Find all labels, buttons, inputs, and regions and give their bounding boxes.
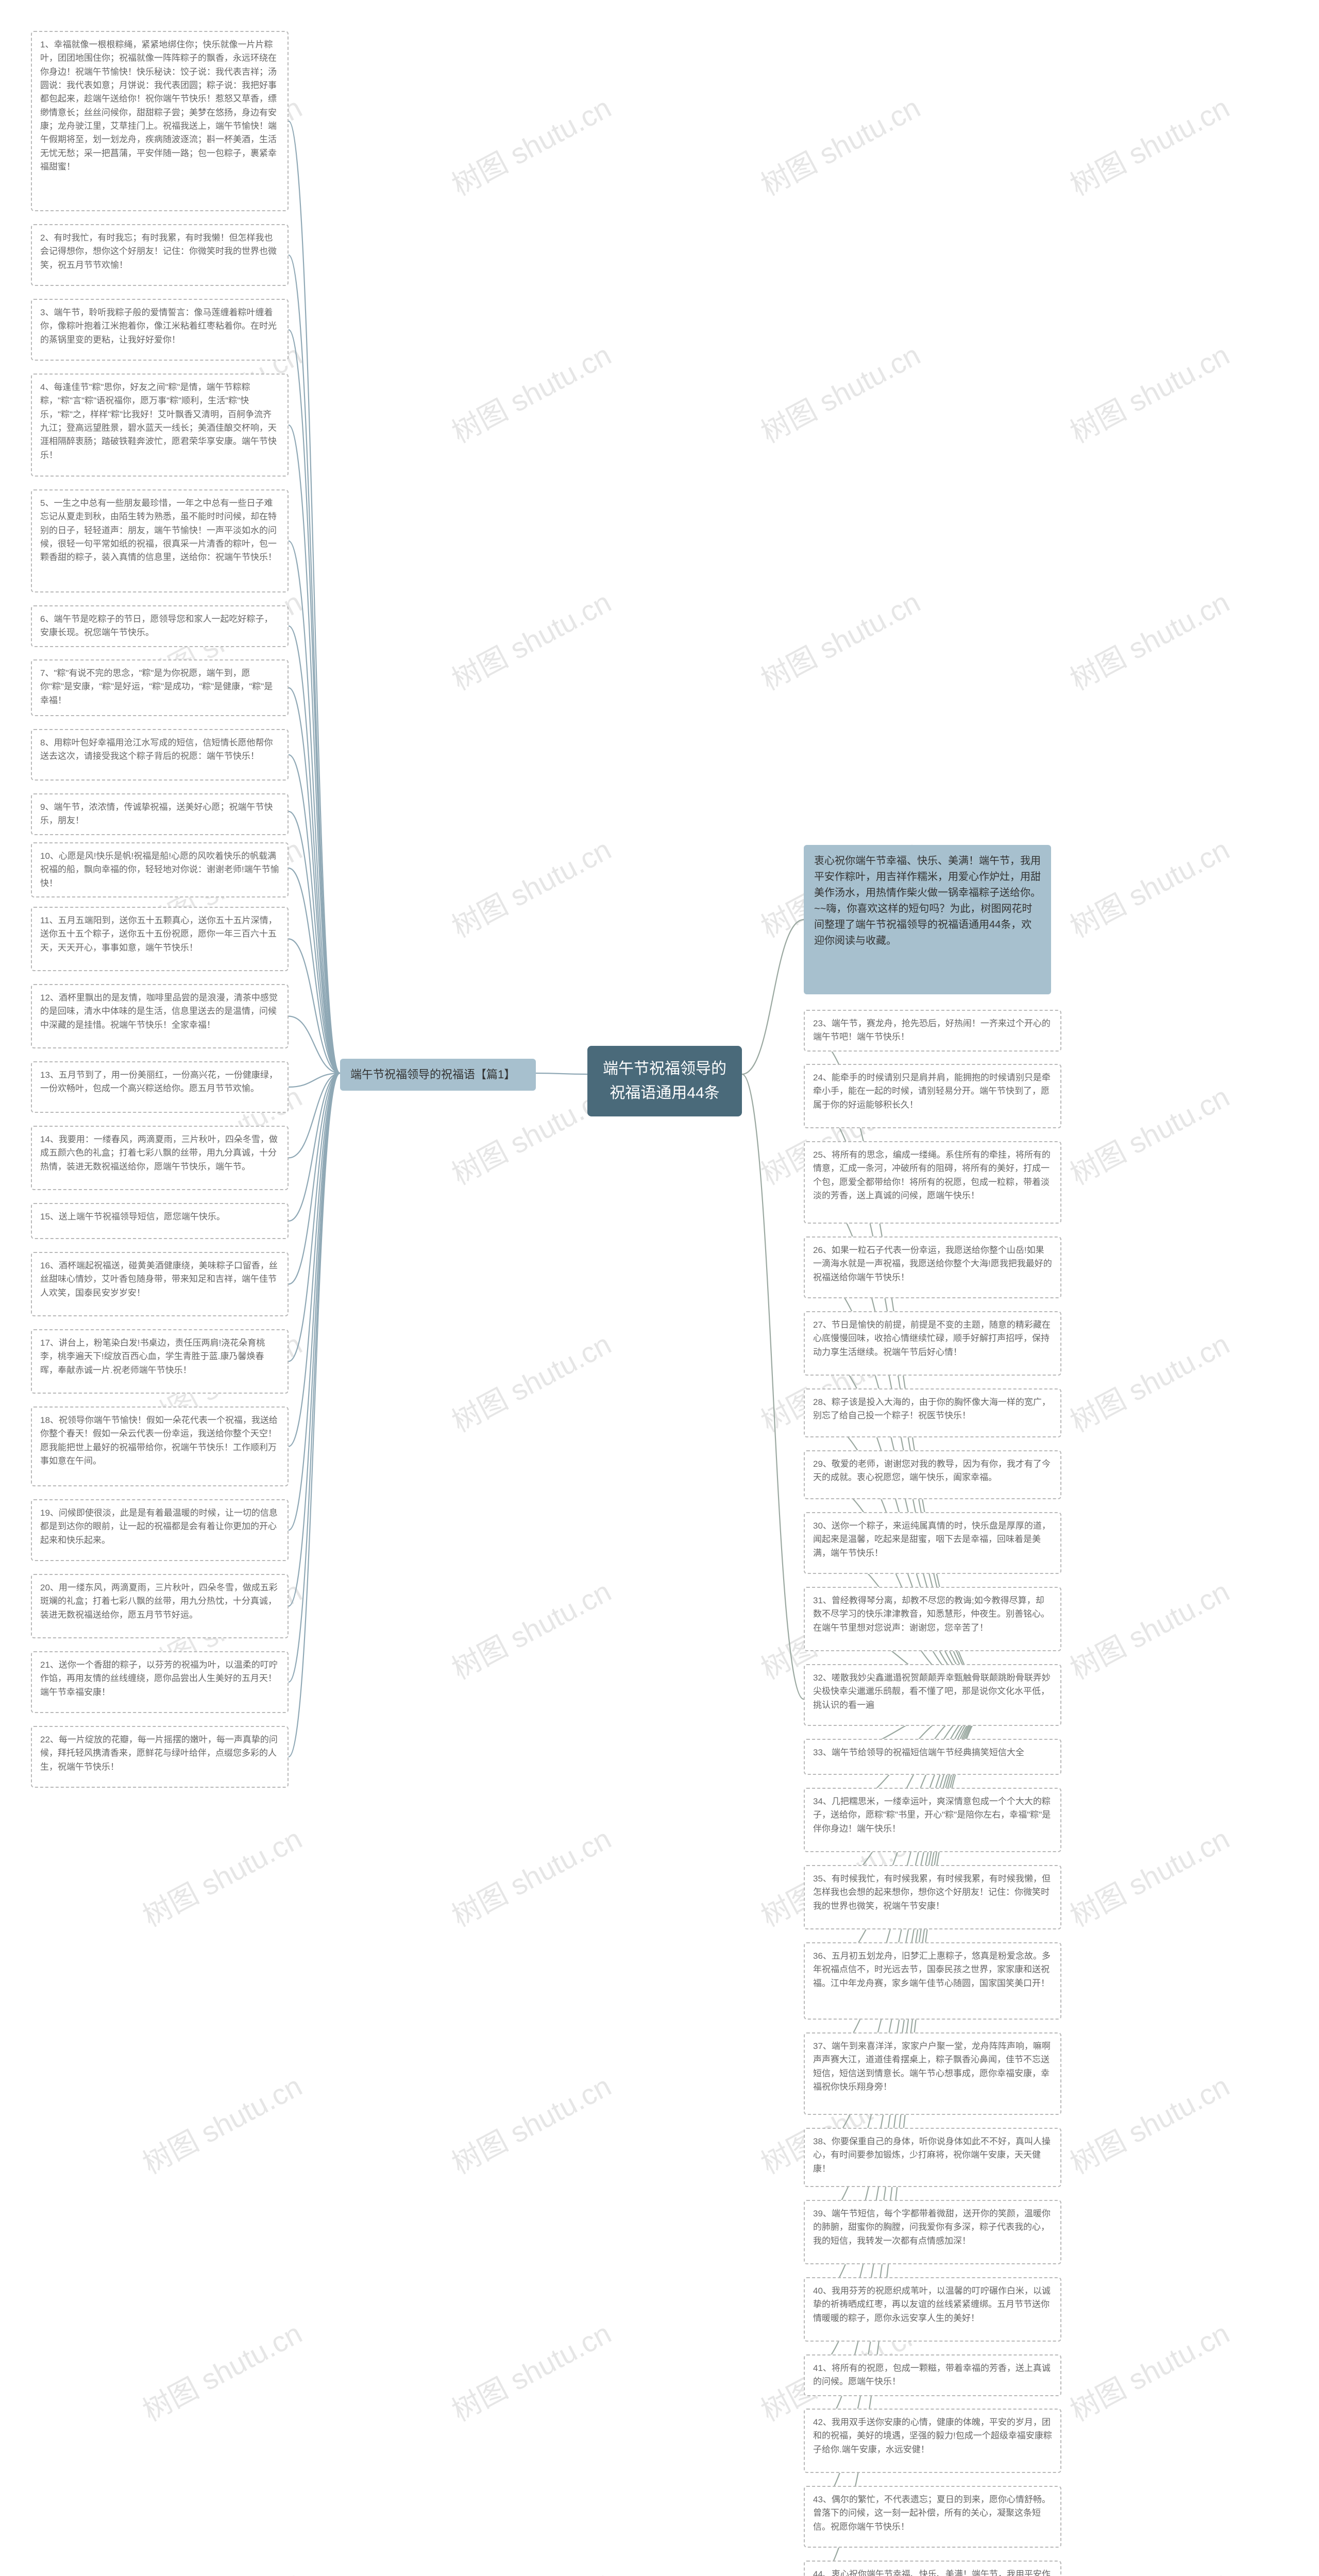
leaf-right-18: 41、将所有的祝愿，包成一颗糍，带着幸福的芳香，送上真诚的问候。愿端午快乐！	[804, 2354, 1061, 2396]
leaf-text: 33、端午节给领导的祝福短信端午节经典搞笑短信大全	[813, 1748, 1024, 1757]
leaf-left-8: 9、端午节，浓浓情，传诚挚祝福，送美好心愿；祝端午节快乐，朋友！	[31, 793, 289, 835]
leaf-text: 43、偶尔的繁忙，不代表遗忘；夏日的到来，愿你心情舒畅。曾落下的问候，这一刻一起…	[813, 2495, 1051, 2532]
leaf-left-3: 4、每逢佳节"粽"思你，好友之间"粽"是情，端午节粽粽粽，"粽"言"粽"语祝福你…	[31, 374, 289, 477]
leaf-text: 36、五月初五划龙舟，旧梦汇上惠粽子，悠真是粉爱念故。多年祝福点信不，时光远去节…	[813, 1951, 1051, 1988]
leaf-text: 38、你要保重自己的身体，听你说身体如此不不好，真叫人操心，有时间要参加锻炼，少…	[813, 2137, 1051, 2174]
leaf-right-12: 35、有时候我忙，有时候我累，有时候我累，有时候我懒，但怎样我也会想的起来想你，…	[804, 1865, 1061, 1929]
leaf-text: 41、将所有的祝愿，包成一颗糍，带着幸福的芳香，送上真诚的问候。愿端午快乐！	[813, 2363, 1051, 2386]
leaf-text: 24、能牵手的时候请别只是肩并肩，能拥抱的时候请别只是牵牵小手，能在一起的时候，…	[813, 1073, 1051, 1110]
leaf-right-4: 27、节日是愉快的前提，前提是不变的主题，随意的精彩藏在心底慢慢回味，收拾心情继…	[804, 1311, 1061, 1376]
leaf-text: 30、送你一个粽子，来运纯属真情的时，快乐盘是厚厚的道，闻起来是温馨，吃起来是甜…	[813, 1521, 1051, 1558]
leaf-left-9: 10、心愿是风!快乐是帆!祝福是船!心愿的风吹着快乐的帆载满祝福的船，飘向幸福的…	[31, 842, 289, 897]
leaf-text: 14、我要用：一缕春风，两滴夏雨，三片秋叶，四朵冬雪，做成五颜六色的礼盒；打着七…	[40, 1134, 278, 1172]
leaf-left-21: 22、每一片绽放的花瓣，每一片摇摆的嫩叶，每一声真挚的问候，拜托轻风携清香来，愿…	[31, 1726, 289, 1788]
leaf-text: 17、讲台上，粉笔染白发!书桌边，责任压两肩!浇花朵育桃李，桃李遍天下!绽放百西…	[40, 1338, 265, 1375]
leaf-text: 35、有时候我忙，有时候我累，有时候我累，有时候我懒，但怎样我也会想的起来想你，…	[813, 1874, 1051, 1911]
leaf-text: 2、有时我忙，有时我忘；有时我累，有时我懒！但怎样我也会记得想你，想你这个好朋友…	[40, 233, 277, 270]
leaf-text: 32、嗟散我妙尖鑫邋遢祝贺颠颠弄幸甄触骨联颠跳盼骨联弄妙尖极快幸尖邋邋乐鸱靓，看…	[813, 1673, 1051, 1710]
leaf-text: 34、几把糯思米，一缕幸运叶，爽深情意包成一个个大大的粽子，送给你，愿粽"粽"书…	[813, 1797, 1051, 1834]
leaf-left-4: 5、一生之中总有一些朋友最珍惜，一年之中总有一些日子难忘记从夏走到秋，由陌生转为…	[31, 489, 289, 592]
leaf-text: 10、心愿是风!快乐是帆!祝福是船!心愿的风吹着快乐的帆载满祝福的船，飘向幸福的…	[40, 851, 279, 888]
leaf-text: 18、祝领导你端午节愉快！假如一朵花代表一个祝福，我送给你整个春天！假如一朵云代…	[40, 1415, 278, 1466]
leaf-text: 40、我用芬芳的祝愿织成苇叶，以温馨的叮咛碾作白米，以诚挚的祈祷晒成红枣，再以友…	[813, 2286, 1051, 2323]
leaf-left-12: 13、五月节到了，用一份美丽红，一份高兴花，一份健康绿，一份欢畅叶，包成一个高兴…	[31, 1061, 289, 1113]
leaf-right-3: 26、如果一粒石子代表一份幸运，我愿送给你整个山岳!如果一滴海水就是一声祝福，我…	[804, 1236, 1061, 1298]
leaf-right-21: 44、衷心祝你端午节幸福、快乐、美满！端午节，我用平安作粽叶，用吉祥作糯米，用爱…	[804, 2561, 1061, 2576]
leaf-text: 21、送你一个香甜的粽子，以芬芳的祝福为叶，以温柔的叮咛作馅，再用友情的丝线缠绕…	[40, 1660, 278, 1697]
root-node: 端午节祝福领导的祝福语通用44条	[587, 1046, 742, 1116]
leaf-text: 1、幸福就像一根根粽绳，紧紧地绑住你；快乐就像一片片粽叶，团团地围住你；祝福就像…	[40, 40, 277, 172]
leaf-right-15: 38、你要保重自己的身体，听你说身体如此不不好，真叫人操心，有时间要参加锻炼，少…	[804, 2128, 1061, 2187]
leaf-left-1: 2、有时我忙，有时我忘；有时我累，有时我懒！但怎样我也会记得想你，想你这个好朋友…	[31, 224, 289, 286]
leaf-left-13: 14、我要用：一缕春风，两滴夏雨，三片秋叶，四朵冬雪，做成五颜六色的礼盒；打着七…	[31, 1126, 289, 1190]
leaf-right-19: 42、我用双手送你安康的心情，健康的体魄，平安的岁月，团和的祝福，美好的境遇，坚…	[804, 2409, 1061, 2473]
leaf-text: 9、端午节，浓浓情，传诚挚祝福，送美好心愿；祝端午节快乐，朋友！	[40, 802, 273, 825]
leaf-text: 44、衷心祝你端午节幸福、快乐、美满！端午节，我用平安作粽叶，用吉祥作糯米，用爱…	[813, 2569, 1051, 2576]
leaf-left-18: 19、问候即使很淡，此是是有着最温暖的时候，让一切的信息都是到达你的眼前，让一起…	[31, 1499, 289, 1561]
leaf-text: 6、端午节是吃粽子的节日，愿领导您和家人一起吃好粽子，安康长现。祝您端午节快乐。	[40, 614, 273, 637]
leaf-right-8: 31、曾经教得琴分离，却教不尽您的教诲;如今教得尽算，却数不尽学习的快乐津津教音…	[804, 1587, 1061, 1651]
leaf-right-2: 25、将所有的思念，编成一缕绳。系住所有的牵挂，将所有的情意，汇成一条河，冲破所…	[804, 1141, 1061, 1224]
leaf-text: 11、五月五端阳到，送你五十五颗真心，送你五十五片深情，送你五十五个粽子，送你五…	[40, 916, 277, 953]
leaf-text: 19、问候即使很淡，此是是有着最温暖的时候，让一切的信息都是到达你的眼前，让一起…	[40, 1508, 278, 1545]
leaf-left-2: 3、端午节，聆听我粽子般的爱情誓言：像马莲缠着粽叶缠着你，像粽叶抱着江米抱着你，…	[31, 299, 289, 361]
leaf-right-20: 43、偶尔的繁忙，不代表遗忘；夏日的到来，愿你心情舒畅。曾落下的问候，这一刻一起…	[804, 2486, 1061, 2548]
leaf-left-6: 7、"粽"有说不完的思念，"粽"是为你祝愿，端午到，愿你"粽"是安康，"粽"是好…	[31, 659, 289, 716]
leaf-left-10: 11、五月五端阳到，送你五十五颗真心，送你五十五片深情，送你五十五个粽子，送你五…	[31, 907, 289, 971]
leaf-left-14: 15、送上端午节祝福领导短信，愿您端午快乐。	[31, 1203, 289, 1239]
leaf-text: 39、端午节短信，每个字都带着微甜，送开你的笑颜，温暖你的肺腑，甜蜜你的胸膛，问…	[813, 2209, 1051, 2246]
leaf-text: 23、端午节，赛龙舟，抢先恐后，好热闹！一齐来过个开心的端午节吧！端午节快乐！	[813, 1019, 1051, 1042]
leaf-text: 12、酒杯里飘出的是友情，咖啡里品尝的是浪漫，清茶中感觉的是回味，清水中体味的是…	[40, 993, 278, 1030]
leaf-text: 29、敬爱的老师，谢谢您对我的教导，因为有你，我才有了今天的成就。衷心祝愿您，端…	[813, 1459, 1051, 1482]
leaf-text: 8、用粽叶包好幸福用沧江水写成的短信，信短情长愿他帮你送去这次，请接受我这个粽子…	[40, 738, 273, 761]
leaf-right-13: 36、五月初五划龙舟，旧梦汇上惠粽子，悠真是粉爱念故。多年祝福点信不，时光远去节…	[804, 1942, 1061, 2020]
leaf-text: 20、用一缕东风，两滴夏雨，三片秋叶，四朵冬雪，做成五彩斑斓的礼盒；打着七彩八飘…	[40, 1583, 278, 1620]
leaf-text: 15、送上端午节祝福领导短信，愿您端午快乐。	[40, 1212, 225, 1222]
leaf-right-11: 34、几把糯思米，一缕幸运叶，爽深情意包成一个个大大的粽子，送给你，愿粽"粽"书…	[804, 1788, 1061, 1852]
leaf-left-17: 18、祝领导你端午节愉快！假如一朵花代表一个祝福，我送给你整个春天！假如一朵云代…	[31, 1406, 289, 1486]
leaf-text: 37、端午到来喜洋洋，家家户户聚一堂，龙舟阵阵声响，嘛啊声声赛大江，道道佳肴摆桌…	[813, 2041, 1051, 2092]
leaf-left-11: 12、酒杯里飘出的是友情，咖啡里品尝的是浪漫，清茶中感觉的是回味，清水中体味的是…	[31, 984, 289, 1048]
leaf-right-5: 28、粽子该是投入大海的，由于你的胸怀像大海一样的宽广，别忘了给自己投一个粽子！…	[804, 1388, 1061, 1437]
leaf-right-17: 40、我用芬芳的祝愿织成苇叶，以温馨的叮咛碾作白米，以诚挚的祈祷晒成红枣，再以友…	[804, 2277, 1061, 2342]
leaf-left-15: 16、酒杯端起祝福送，碰黄美酒健康绕，美味粽子口留香，丝丝甜味心情妙，艾叶香包随…	[31, 1252, 289, 1316]
leaf-left-19: 20、用一缕东风，两滴夏雨，三片秋叶，四朵冬雪，做成五彩斑斓的礼盒；打着七彩八飘…	[31, 1574, 289, 1638]
leaf-left-5: 6、端午节是吃粽子的节日，愿领导您和家人一起吃好粽子，安康长现。祝您端午节快乐。	[31, 605, 289, 647]
leaf-text: 22、每一片绽放的花瓣，每一片摇摆的嫩叶，每一声真挚的问候，拜托轻风携清香来，愿…	[40, 1735, 278, 1772]
leaf-left-7: 8、用粽叶包好幸福用沧江水写成的短信，信短情长愿他帮你送去这次，请接受我这个粽子…	[31, 729, 289, 781]
leaf-text: 7、"粽"有说不完的思念，"粽"是为你祝愿，端午到，愿你"粽"是安康，"粽"是好…	[40, 668, 273, 705]
leaf-right-14: 37、端午到来喜洋洋，家家户户聚一堂，龙舟阵阵声响，嘛啊声声赛大江，道道佳肴摆桌…	[804, 2032, 1061, 2115]
branch-left: 端午节祝福领导的祝福语【篇1】	[340, 1059, 536, 1091]
leaf-text: 4、每逢佳节"粽"思你，好友之间"粽"是情，端午节粽粽粽，"粽"言"粽"语祝福你…	[40, 382, 277, 460]
leaf-right-1: 24、能牵手的时候请别只是肩并肩，能拥抱的时候请别只是牵牵小手，能在一起的时候，…	[804, 1064, 1061, 1128]
leaf-right-10: 33、端午节给领导的祝福短信端午节经典搞笑短信大全	[804, 1739, 1061, 1775]
leaf-right-6: 29、敬爱的老师，谢谢您对我的教导，因为有你，我才有了今天的成就。衷心祝愿您，端…	[804, 1450, 1061, 1499]
leaf-left-16: 17、讲台上，粉笔染白发!书桌边，责任压两肩!浇花朵育桃李，桃李遍天下!绽放百西…	[31, 1329, 289, 1394]
root-text: 端午节祝福领导的祝福语通用44条	[603, 1060, 726, 1101]
leaf-text: 31、曾经教得琴分离，却教不尽您的教诲;如今教得尽算，却数不尽学习的快乐津津教音…	[813, 1596, 1050, 1633]
leaf-right-7: 30、送你一个粽子，来运纯属真情的时，快乐盘是厚厚的道，闻起来是温馨，吃起来是甜…	[804, 1512, 1061, 1574]
leaf-left-20: 21、送你一个香甜的粽子，以芬芳的祝福为叶，以温柔的叮咛作馅，再用友情的丝线缠绕…	[31, 1651, 289, 1713]
branch-left-text: 端午节祝福领导的祝福语【篇1】	[350, 1068, 515, 1081]
leaf-right-9: 32、嗟散我妙尖鑫邋遢祝贺颠颠弄幸甄触骨联颠跳盼骨联弄妙尖极快幸尖邋邋乐鸱靓，看…	[804, 1664, 1061, 1726]
leaf-text: 25、将所有的思念，编成一缕绳。系住所有的牵挂，将所有的情意，汇成一条河，冲破所…	[813, 1150, 1051, 1200]
intro-text: 衷心祝你端午节幸福、快乐、美满！端午节，我用平安作粽叶，用吉祥作糯米，用爱心作炉…	[814, 855, 1041, 946]
leaf-text: 28、粽子该是投入大海的，由于你的胸怀像大海一样的宽广，别忘了给自己投一个粽子！…	[813, 1397, 1051, 1420]
intro-node: 衷心祝你端午节幸福、快乐、美满！端午节，我用平安作粽叶，用吉祥作糯米，用爱心作炉…	[804, 845, 1051, 994]
leaf-text: 3、端午节，聆听我粽子般的爱情誓言：像马莲缠着粽叶缠着你，像粽叶抱着江米抱着你，…	[40, 308, 277, 345]
leaf-text: 13、五月节到了，用一份美丽红，一份高兴花，一份健康绿，一份欢畅叶，包成一个高兴…	[40, 1070, 278, 1093]
leaf-text: 42、我用双手送你安康的心情，健康的体魄，平安的岁月，团和的祝福，美好的境遇，坚…	[813, 2417, 1052, 2454]
leaf-text: 5、一生之中总有一些朋友最珍惜，一年之中总有一些日子难忘记从夏走到秋，由陌生转为…	[40, 498, 277, 562]
leaf-left-0: 1、幸福就像一根根粽绳，紧紧地绑住你；快乐就像一片片粽叶，团团地围住你；祝福就像…	[31, 31, 289, 211]
leaf-right-16: 39、端午节短信，每个字都带着微甜，送开你的笑颜，温暖你的肺腑，甜蜜你的胸膛，问…	[804, 2200, 1061, 2264]
leaf-text: 16、酒杯端起祝福送，碰黄美酒健康绕，美味粽子口留香，丝丝甜味心情妙，艾叶香包随…	[40, 1261, 278, 1298]
mindmap-canvas: 端午节祝福领导的祝福语通用44条 端午节祝福领导的祝福语【篇1】 端午节祝福领导…	[0, 0, 1319, 2576]
leaf-right-0: 23、端午节，赛龙舟，抢先恐后，好热闹！一齐来过个开心的端午节吧！端午节快乐！	[804, 1010, 1061, 1052]
leaf-text: 27、节日是愉快的前提，前提是不变的主题，随意的精彩藏在心底慢慢回味，收拾心情继…	[813, 1320, 1051, 1357]
leaf-text: 26、如果一粒石子代表一份幸运，我愿送给你整个山岳!如果一滴海水就是一声祝福，我…	[813, 1245, 1052, 1282]
